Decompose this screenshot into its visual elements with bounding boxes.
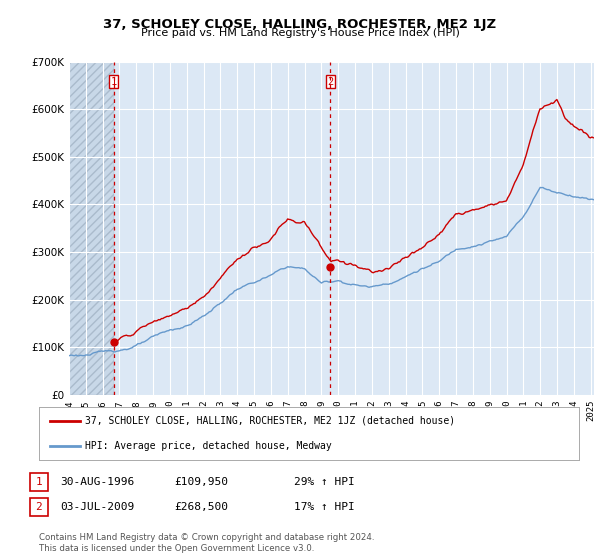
Text: 37, SCHOLEY CLOSE, HALLING, ROCHESTER, ME2 1JZ (detached house): 37, SCHOLEY CLOSE, HALLING, ROCHESTER, M… — [85, 416, 455, 426]
Text: 37, SCHOLEY CLOSE, HALLING, ROCHESTER, ME2 1JZ: 37, SCHOLEY CLOSE, HALLING, ROCHESTER, M… — [103, 18, 497, 31]
Text: £109,950: £109,950 — [174, 477, 228, 487]
Text: 03-JUL-2009: 03-JUL-2009 — [60, 502, 134, 512]
Text: 2: 2 — [35, 502, 43, 512]
Text: 29% ↑ HPI: 29% ↑ HPI — [294, 477, 355, 487]
Text: Contains HM Land Registry data © Crown copyright and database right 2024.
This d: Contains HM Land Registry data © Crown c… — [39, 533, 374, 553]
Text: 2: 2 — [328, 77, 334, 87]
Text: £268,500: £268,500 — [174, 502, 228, 512]
Text: Price paid vs. HM Land Registry's House Price Index (HPI): Price paid vs. HM Land Registry's House … — [140, 28, 460, 38]
Text: 17% ↑ HPI: 17% ↑ HPI — [294, 502, 355, 512]
Text: HPI: Average price, detached house, Medway: HPI: Average price, detached house, Medw… — [85, 441, 332, 451]
Bar — [69, 62, 114, 395]
Text: 30-AUG-1996: 30-AUG-1996 — [60, 477, 134, 487]
Text: 1: 1 — [110, 77, 117, 87]
Bar — [69, 62, 114, 395]
Text: 1: 1 — [35, 477, 43, 487]
